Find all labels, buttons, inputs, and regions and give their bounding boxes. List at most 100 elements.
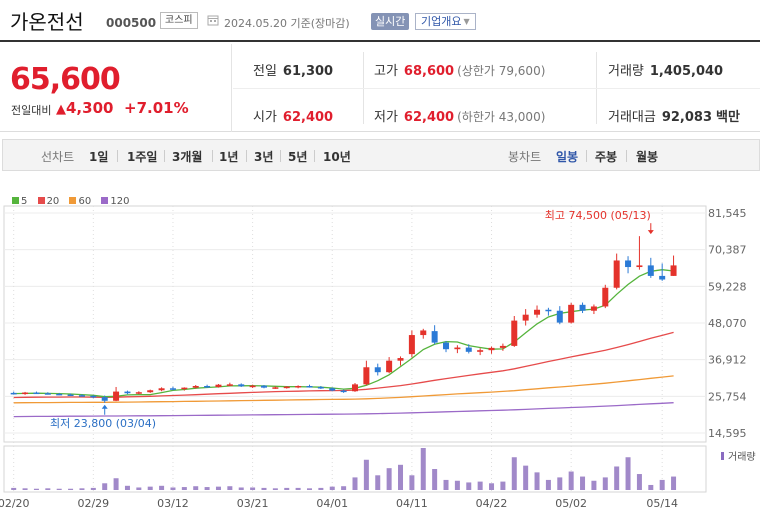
low-arrow-head	[101, 404, 108, 409]
candle-body	[272, 387, 279, 389]
stock-header: 가온전선 000500 코스피 2024.05.20 기준(장마감) 실시간 기…	[0, 0, 760, 42]
diff-percent: +7.01%	[124, 99, 189, 117]
amount-unit: 백만	[716, 110, 740, 125]
trade-amount: 거래대금 92,083 백만	[608, 106, 740, 125]
candle-body	[408, 335, 415, 355]
candle-body	[56, 393, 63, 396]
y-tick-label: 81,545	[708, 207, 747, 220]
volume-bar	[170, 487, 176, 490]
candle-body	[488, 347, 495, 351]
volume-bar	[318, 487, 324, 490]
volume-bar	[124, 485, 130, 490]
line-chart-title: 선차트	[41, 150, 75, 164]
ma-legend: 5 20 60 120	[12, 196, 137, 207]
candle-body	[613, 260, 620, 288]
volume-legend-swatch	[721, 452, 724, 460]
volume-bar	[295, 487, 301, 490]
period-3y-button[interactable]: 3년	[254, 150, 274, 164]
volume-bar	[477, 481, 483, 490]
x-tick-label: 04/01	[316, 497, 348, 510]
ma-line-20	[13, 331, 674, 399]
volume-bar	[329, 486, 335, 490]
amount-value: 92,083	[661, 110, 713, 125]
volume-bar	[580, 476, 586, 490]
candle-body	[192, 385, 199, 388]
period-10y-button[interactable]: 10년	[323, 150, 351, 164]
candle-body	[499, 345, 506, 348]
period-bar: 선차트 1일 1주일 3개월 1년 3년 5년 10년 봉차트 일봉 주봉 월봉	[2, 139, 760, 171]
divider	[280, 150, 281, 162]
candle-body	[44, 393, 51, 395]
volume-bar	[420, 448, 426, 490]
divider	[626, 150, 627, 162]
volume-bar	[79, 488, 85, 490]
y-tick-label: 36,912	[708, 354, 747, 367]
period-1w-button[interactable]: 1주일	[127, 150, 158, 164]
candle-body	[465, 347, 472, 352]
corp-info-label: 기업개요	[421, 15, 462, 28]
diff-value: ▲4,300	[56, 99, 113, 117]
candle-monthly-button[interactable]: 월봉	[636, 150, 659, 164]
volume-bar	[591, 480, 597, 490]
candle-weekly-button[interactable]: 주봉	[595, 150, 618, 164]
volume-bar	[489, 483, 495, 490]
realtime-button[interactable]: 실시간	[371, 13, 410, 30]
volume-bar	[443, 479, 449, 490]
volume-bar	[11, 487, 17, 490]
volume-bar	[56, 488, 62, 490]
y-tick-label: 70,387	[708, 244, 747, 257]
volume-bar	[159, 485, 165, 490]
volume-bar	[90, 487, 96, 490]
legend-swatch	[101, 197, 109, 204]
volume: 거래량 1,405,040	[608, 60, 723, 79]
candle-body	[169, 388, 176, 390]
lower-limit: (하한가 43,000)	[457, 110, 546, 124]
volume-bar	[568, 471, 574, 490]
period-3m-button[interactable]: 3개월	[172, 150, 203, 164]
volume-bar	[534, 472, 540, 490]
candle-body	[295, 385, 302, 388]
candle-body	[670, 265, 677, 276]
period-1d-button[interactable]: 1일	[89, 150, 109, 164]
divider	[586, 150, 587, 162]
candle-body	[260, 385, 267, 388]
candle-body	[602, 287, 609, 307]
volume-bar	[250, 487, 256, 490]
candle-body	[590, 306, 597, 311]
high-arrow-head	[647, 230, 654, 235]
diff-label: 전일대비	[11, 104, 52, 117]
candle-body	[568, 304, 575, 323]
volume-bar	[33, 488, 39, 490]
volume-bar	[659, 479, 665, 490]
ma-line-5	[13, 269, 674, 398]
x-tick-label: 03/12	[157, 497, 189, 510]
candle-body	[352, 384, 358, 392]
volume-value: 1,405,040	[649, 64, 724, 79]
legend-swatch	[37, 197, 45, 204]
x-tick-label: 04/22	[476, 497, 508, 510]
stock-name: 가온전선	[10, 10, 84, 34]
period-1y-button[interactable]: 1년	[219, 150, 239, 164]
candle-body	[454, 347, 461, 350]
divider	[164, 150, 165, 162]
candle-body	[90, 395, 97, 398]
x-tick-label: 02/20	[0, 497, 30, 510]
volume-bar	[238, 487, 244, 490]
volume-bar	[557, 477, 563, 490]
candle-daily-button[interactable]: 일봉	[556, 150, 579, 164]
volume-bar	[523, 465, 529, 490]
candle-body	[226, 384, 233, 386]
volume-bar	[602, 477, 608, 490]
volume-bar	[113, 478, 119, 490]
candle-body	[431, 331, 438, 343]
volume-bar	[284, 487, 290, 490]
candle-body	[511, 320, 518, 346]
period-5y-button[interactable]: 5년	[288, 150, 308, 164]
volume-bar	[363, 459, 369, 490]
volume-bar	[306, 488, 312, 490]
corp-info-dropdown[interactable]: 기업개요 ▼	[415, 13, 476, 30]
candle-body	[204, 385, 211, 388]
volume-bar	[545, 479, 551, 490]
volume-bar	[375, 475, 381, 490]
